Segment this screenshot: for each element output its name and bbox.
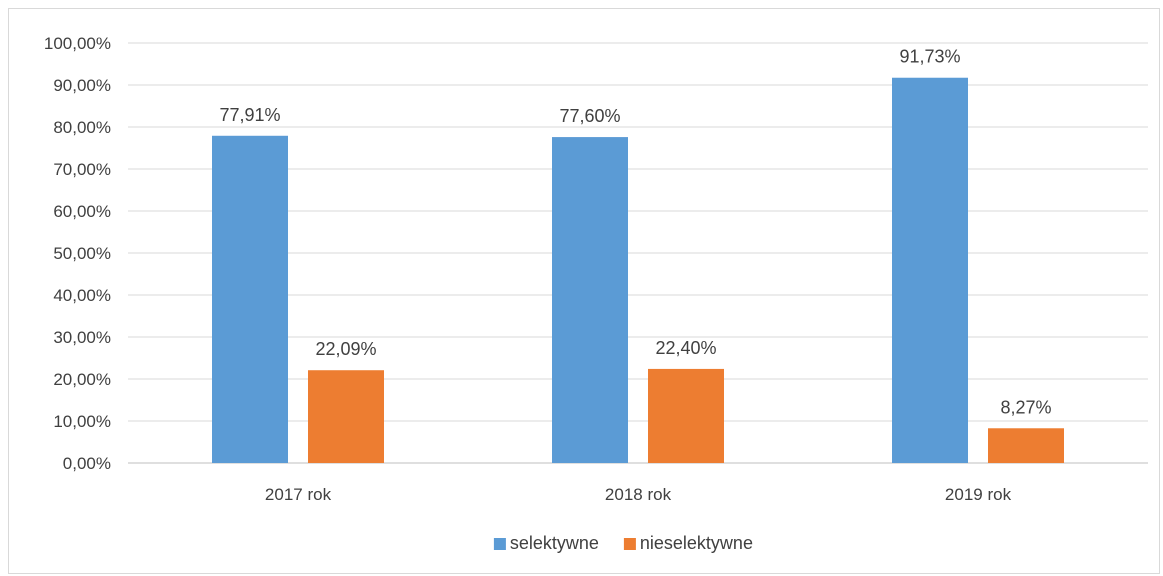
y-tick-label: 30,00% <box>53 328 111 347</box>
y-tick-label: 70,00% <box>53 160 111 179</box>
bar-nieselektywne <box>648 368 724 463</box>
bar-nieselektywne <box>988 428 1064 463</box>
y-tick-label: 20,00% <box>53 370 111 389</box>
legend-swatch <box>623 538 636 550</box>
data-label: 91,73% <box>899 47 960 67</box>
y-tick-label: 10,00% <box>53 412 111 431</box>
data-label: 8,27% <box>1000 397 1051 417</box>
y-tick-label: 80,00% <box>53 118 111 137</box>
y-tick-label: 40,00% <box>53 286 111 305</box>
bar-selektywne <box>212 135 288 463</box>
x-tick-label: 2018 rok <box>605 485 672 504</box>
y-tick-label: 50,00% <box>53 244 111 263</box>
legend-label: selektywne <box>510 533 599 553</box>
legend-label: nieselektywne <box>640 533 753 553</box>
legend-swatch <box>493 538 506 550</box>
x-tick-label: 2019 rok <box>945 485 1012 504</box>
bar-selektywne <box>552 137 628 463</box>
y-tick-label: 100,00% <box>44 34 111 53</box>
x-tick-label: 2017 rok <box>265 485 332 504</box>
data-label: 77,60% <box>559 106 620 126</box>
bar-nieselektywne <box>308 370 384 463</box>
data-label: 77,91% <box>219 105 280 125</box>
y-tick-label: 60,00% <box>53 202 111 221</box>
bar-selektywne <box>892 77 968 463</box>
data-label: 22,40% <box>655 338 716 358</box>
data-label: 22,09% <box>315 339 376 359</box>
y-tick-label: 90,00% <box>53 76 111 95</box>
y-tick-label: 0,00% <box>63 454 111 473</box>
